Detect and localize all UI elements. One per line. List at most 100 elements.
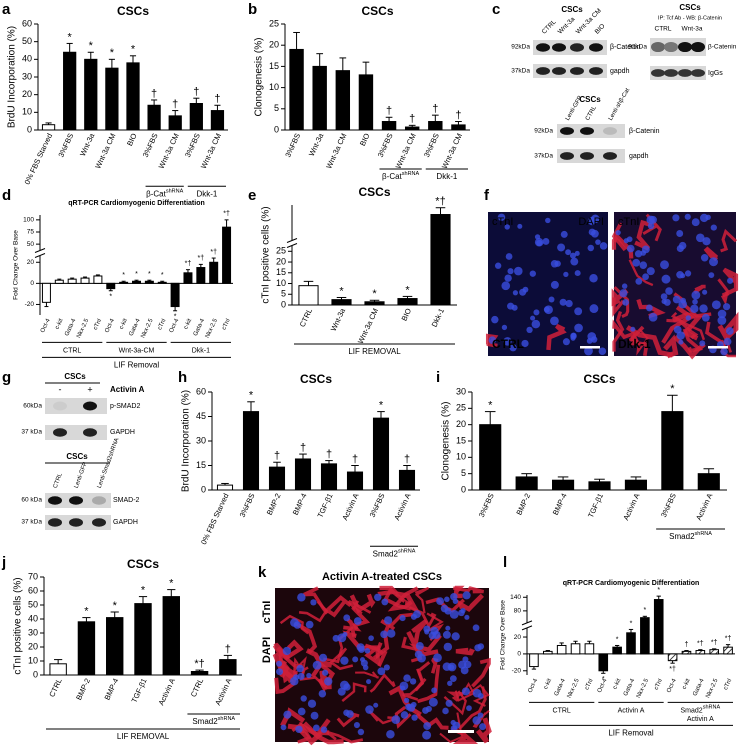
nucleus bbox=[445, 625, 451, 631]
bar bbox=[222, 226, 232, 284]
bar bbox=[556, 644, 567, 655]
blot-band bbox=[48, 518, 62, 527]
nucleus bbox=[559, 298, 567, 306]
blot-band bbox=[580, 127, 594, 135]
x-tick-label: 3%FBS bbox=[238, 492, 257, 519]
image-label: IgGs bbox=[708, 70, 723, 77]
significance-mark: * bbox=[379, 400, 384, 412]
cell-stain bbox=[670, 311, 706, 341]
nucleus bbox=[692, 299, 698, 305]
image-label: CSCs bbox=[579, 95, 601, 104]
nucleus bbox=[283, 710, 292, 719]
cell-stain bbox=[682, 328, 704, 353]
cell-stain bbox=[672, 312, 703, 341]
cell-stain bbox=[369, 673, 396, 693]
axis-break bbox=[521, 620, 533, 626]
nucleus bbox=[324, 677, 333, 686]
nucleus bbox=[293, 674, 300, 681]
image-label: SMAD-2 bbox=[113, 497, 140, 504]
image-label: DAPI bbox=[578, 216, 604, 228]
cell-stain bbox=[455, 647, 475, 656]
nucleus bbox=[660, 293, 668, 300]
blot-band bbox=[603, 152, 617, 160]
nucleus bbox=[574, 323, 583, 333]
y-tick-label: 20 bbox=[28, 641, 38, 651]
cell-stain bbox=[471, 657, 491, 688]
x-tick-label: Oct-4 bbox=[169, 317, 181, 333]
x-tick-label: Oct-4 bbox=[40, 317, 52, 333]
nucleus bbox=[591, 229, 599, 238]
nucleus bbox=[565, 299, 573, 308]
bar bbox=[216, 484, 234, 491]
nucleus bbox=[545, 217, 551, 224]
nucleus bbox=[307, 699, 317, 708]
group-label-text: Smad2 bbox=[669, 532, 695, 541]
y-tick-label: 10 bbox=[456, 452, 466, 462]
x-tick-label: Gata-4 bbox=[193, 317, 206, 337]
x-tick-label: c-kit bbox=[54, 318, 64, 331]
bar bbox=[320, 463, 338, 491]
group-label: Dkk-1 bbox=[192, 347, 210, 354]
significance-mark: * bbox=[670, 383, 675, 395]
scale-bar bbox=[708, 346, 728, 349]
y-tick-label: 140 bbox=[510, 594, 521, 601]
nucleus bbox=[574, 307, 583, 316]
x-tick-label: Wnt-3a bbox=[329, 306, 348, 332]
significance-mark: † bbox=[151, 88, 157, 100]
image-label: 92kDa bbox=[628, 44, 647, 51]
nucleus bbox=[647, 222, 655, 230]
significance-mark: *† bbox=[198, 255, 205, 262]
group-label-sup: shRNA bbox=[695, 532, 713, 538]
significance-mark: * bbox=[405, 284, 410, 296]
y-tick-label: 0 bbox=[201, 484, 206, 494]
bar bbox=[126, 62, 140, 131]
x-tick-label: 0% FBS Starved bbox=[23, 132, 55, 186]
x-tick-label: Wnt-3a CM bbox=[199, 132, 223, 170]
cell-stain bbox=[341, 682, 367, 703]
cell-stain bbox=[703, 246, 719, 262]
nucleus bbox=[322, 669, 329, 676]
x-tick-label: Wnt-3a CM bbox=[324, 132, 348, 170]
nucleus bbox=[503, 337, 512, 346]
y-tick-label: 15 bbox=[276, 267, 286, 277]
image-label: 60kDa bbox=[23, 403, 42, 410]
nucleus bbox=[320, 726, 328, 733]
nucleus bbox=[543, 306, 550, 313]
nucleus bbox=[450, 719, 456, 726]
bar bbox=[667, 653, 678, 662]
cell-stain bbox=[387, 612, 414, 631]
bar bbox=[552, 479, 575, 491]
nucleus bbox=[342, 631, 348, 637]
blot-band bbox=[570, 43, 584, 52]
nucleus bbox=[512, 290, 519, 296]
nucleus bbox=[431, 687, 438, 694]
blot-band bbox=[536, 67, 550, 75]
x-tick-label: Oct-4 bbox=[528, 677, 540, 693]
group-label-text: β-Cat bbox=[382, 172, 402, 181]
nucleus bbox=[450, 592, 458, 601]
panel-letter: d bbox=[2, 187, 11, 204]
x-tick-label: BIO bbox=[399, 307, 413, 323]
x-tick-label: Wnt-3a CM bbox=[157, 132, 181, 170]
nucleus bbox=[346, 710, 354, 718]
nucleus bbox=[504, 274, 512, 282]
x-tick-label: Activin A bbox=[213, 677, 233, 707]
significance-mark: *† bbox=[435, 196, 445, 208]
y-tick-label: 20 bbox=[269, 40, 279, 50]
axis-break bbox=[34, 248, 46, 253]
cell-stain bbox=[292, 656, 307, 675]
cell-stain bbox=[666, 318, 699, 340]
cell-stain bbox=[293, 621, 318, 655]
nucleus bbox=[700, 254, 709, 262]
nucleus bbox=[477, 712, 484, 719]
nucleus bbox=[411, 714, 418, 721]
blot-band bbox=[53, 428, 67, 437]
bar bbox=[298, 285, 319, 306]
bar bbox=[529, 653, 539, 668]
y-tick-label: 5 bbox=[461, 468, 466, 478]
bar bbox=[364, 301, 385, 306]
image-label: - bbox=[59, 384, 62, 394]
nucleus bbox=[661, 274, 671, 284]
x-tick-label: cTnI bbox=[221, 318, 232, 331]
group-label-sup: shRNA bbox=[703, 705, 721, 711]
